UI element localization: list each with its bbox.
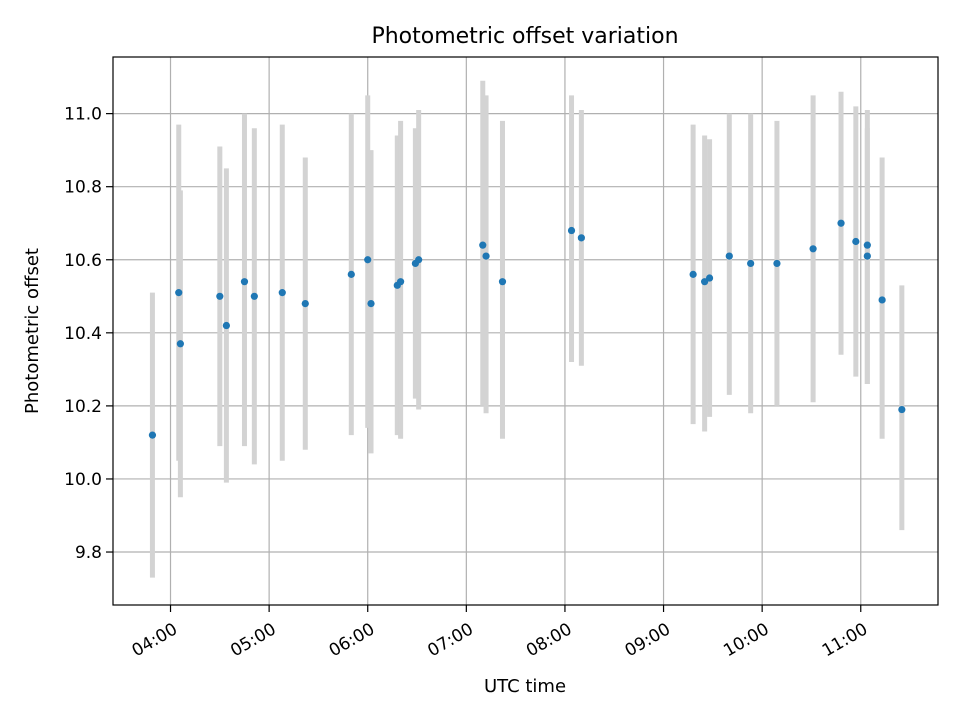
data-point <box>175 289 183 297</box>
data-point <box>240 278 249 286</box>
data-point <box>250 292 258 300</box>
data-point <box>689 270 697 278</box>
data-point <box>898 405 906 414</box>
data-point <box>479 241 487 249</box>
data-point <box>222 321 230 330</box>
data-point <box>863 252 871 260</box>
y-tick-label: 11.0 <box>64 105 102 125</box>
data-point <box>567 226 576 235</box>
y-tick-label: 10.0 <box>64 470 102 490</box>
data-point <box>396 278 405 286</box>
plot-area-frame <box>112 56 939 606</box>
data-point <box>863 241 871 249</box>
data-point <box>367 300 375 308</box>
data-point <box>577 234 585 242</box>
data-point <box>216 292 224 300</box>
data-point <box>482 252 490 260</box>
y-tick-label: 10.2 <box>64 397 102 417</box>
y-axis-label: Photometric offset <box>22 248 43 414</box>
data-point <box>837 219 845 227</box>
data-point <box>176 340 184 348</box>
y-tick-label: 10.6 <box>64 251 102 271</box>
data-point <box>725 252 733 260</box>
data-point <box>878 296 886 304</box>
y-axis-ticks: 9.8 10.0 10.2 10.4 10.6 10.8 11.0 <box>64 105 113 563</box>
data-point <box>809 245 817 253</box>
data-point <box>701 278 709 286</box>
y-tick-label: 10.4 <box>64 324 102 344</box>
data-point <box>852 237 860 246</box>
data-point <box>148 431 157 439</box>
data-point <box>773 259 781 268</box>
data-point <box>705 274 714 282</box>
data-point <box>278 289 286 297</box>
data-point <box>301 300 309 308</box>
data-point <box>364 256 372 264</box>
chart-title: Photometric offset variation <box>371 24 678 49</box>
grid <box>113 57 938 605</box>
data-point <box>415 256 423 264</box>
data-points <box>148 219 906 439</box>
y-tick-label: 9.8 <box>75 543 102 563</box>
x-axis-label: UTC time <box>484 676 566 697</box>
data-point <box>347 270 355 278</box>
data-point <box>747 259 755 268</box>
data-point <box>498 278 507 286</box>
y-tick-label: 10.8 <box>64 178 102 198</box>
